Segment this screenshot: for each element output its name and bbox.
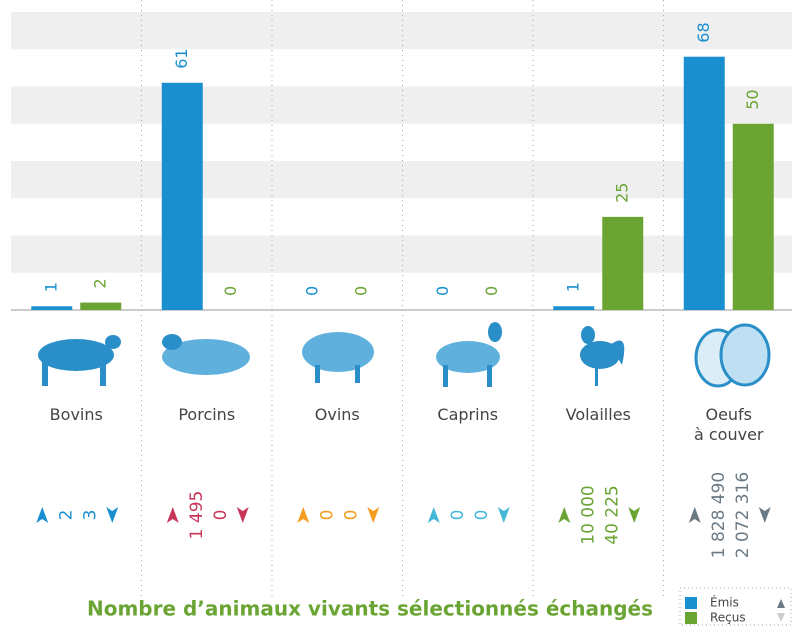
bar	[684, 57, 725, 310]
bar	[31, 306, 72, 310]
bar	[602, 217, 643, 310]
bar	[733, 124, 774, 310]
down-arrow	[759, 507, 771, 523]
value-label: 2	[90, 278, 109, 288]
grid-band	[11, 236, 792, 273]
legend-swatch	[685, 597, 697, 609]
value-label: 0	[482, 286, 501, 296]
total-recus: 2 072 316	[733, 472, 753, 559]
total-emis: 10 000	[578, 485, 598, 544]
down-arrow	[237, 507, 249, 523]
category-label: Caprins	[403, 405, 533, 425]
bar	[80, 303, 121, 310]
grid-band	[11, 87, 792, 124]
total-emis: 0	[448, 510, 468, 521]
value-label: 1	[563, 282, 582, 292]
up-arrow	[428, 507, 440, 523]
category-label: Volailles	[533, 405, 663, 425]
grid-band	[11, 161, 792, 198]
total-recus: 40 225	[602, 485, 622, 544]
down-arrow	[498, 507, 510, 523]
up-arrow	[558, 507, 570, 523]
legend-label: Reçus	[710, 611, 746, 625]
category-label: Bovins	[11, 405, 141, 425]
animal-icons	[38, 322, 769, 387]
category-label: Oeufs à couver	[664, 405, 792, 445]
value-label: 0	[351, 286, 370, 296]
legend-down-arrow	[777, 613, 785, 622]
up-arrow	[297, 507, 309, 523]
value-label: 61	[172, 48, 191, 68]
up-arrow	[689, 507, 701, 523]
bar	[162, 83, 203, 310]
grid-band	[11, 12, 792, 49]
value-label: 0	[302, 286, 321, 296]
value-label: 50	[743, 89, 762, 109]
value-label: 0	[433, 286, 452, 296]
legend-label: Émis	[710, 595, 739, 610]
total-recus: 0	[472, 510, 492, 521]
total-emis: 1 828 490	[709, 472, 729, 559]
down-arrow	[106, 507, 118, 523]
down-arrow	[628, 507, 640, 523]
page: Nombre d’animaux vivants sélectionnés éc…	[0, 0, 792, 626]
total-emis: 0	[317, 510, 337, 521]
value-label: 0	[221, 286, 240, 296]
up-arrow	[36, 507, 48, 523]
total-emis: 2	[56, 510, 76, 521]
total-recus: 0	[211, 510, 231, 521]
value-label: 68	[694, 22, 713, 42]
total-emis: 1 495	[187, 491, 207, 540]
value-label: 1	[41, 282, 60, 292]
down-arrow	[367, 507, 379, 523]
total-recus: 0	[341, 510, 361, 521]
value-label: 25	[612, 183, 631, 203]
legend-up-arrow	[777, 599, 785, 608]
legend-swatch	[685, 612, 697, 624]
category-label: Ovins	[272, 405, 402, 425]
chart-title: Nombre d’animaux vivants sélectionnés éc…	[87, 597, 653, 621]
chart: Nombre d’animaux vivants sélectionnés éc…	[0, 0, 792, 626]
total-recus: 3	[80, 510, 100, 521]
bar	[553, 306, 594, 310]
category-label: Porcins	[142, 405, 272, 425]
up-arrow	[167, 507, 179, 523]
